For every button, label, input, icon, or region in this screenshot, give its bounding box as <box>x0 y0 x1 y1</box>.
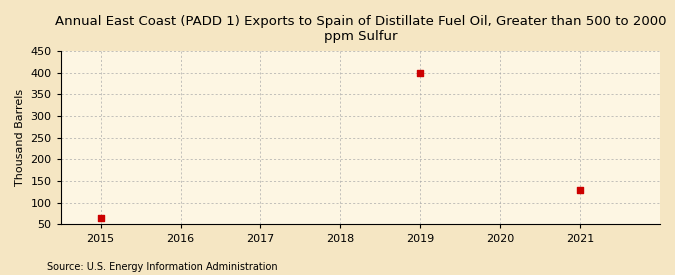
Title: Annual East Coast (PADD 1) Exports to Spain of Distillate Fuel Oil, Greater than: Annual East Coast (PADD 1) Exports to Sp… <box>55 15 666 43</box>
Y-axis label: Thousand Barrels: Thousand Barrels <box>15 89 25 186</box>
Text: Source: U.S. Energy Information Administration: Source: U.S. Energy Information Administ… <box>47 262 278 272</box>
Point <box>574 188 585 192</box>
Point <box>95 216 106 220</box>
Point <box>415 71 426 75</box>
